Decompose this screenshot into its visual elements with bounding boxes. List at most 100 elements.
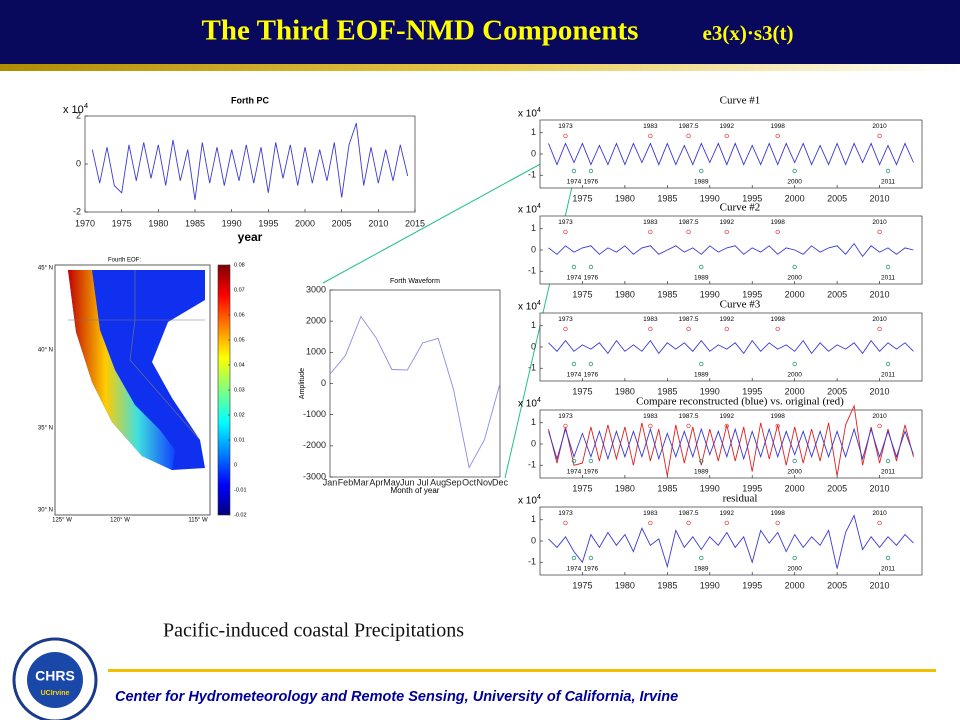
event-label: 1983 [643,123,658,130]
event-marker [648,520,653,526]
event-label: 1987.5 [679,413,699,420]
header-band [0,0,960,66]
event-label: 2000 [787,565,802,572]
colorbar-label: 0.08 [234,262,245,268]
x-tick-label: Jan [323,477,338,487]
x-tick-label: 2010 [368,218,388,228]
y-tick-label: -1000 [303,409,326,419]
axis-multiplier-exp: 4 [537,494,541,501]
y-tick-label: 2000 [306,316,326,326]
x-tick-label: 2000 [785,386,805,396]
event-label: 2011 [881,274,895,281]
axis-multiplier: x 10 [63,104,84,116]
x-tick-label: 2010 [870,483,890,493]
event-marker [775,423,780,429]
x-tick-label: 1975 [572,580,592,590]
event-marker [699,361,704,367]
event-marker [686,133,691,139]
event-label: 1989 [694,371,709,378]
x-axis-label: Month of year [391,486,440,495]
event-label: 1973 [558,510,573,517]
plot-frame [539,506,923,576]
event-marker [775,133,780,139]
colorbar-label: 0 [234,462,237,468]
chart-title: residual [723,493,758,505]
x-tick-label: 2000 [295,218,315,228]
x-tick-label: 1990 [222,218,242,228]
y-tick-label: 1 [531,320,536,330]
event-label: 1989 [694,178,709,185]
y-axis-label: Amplitude [299,368,306,399]
event-marker [792,264,797,270]
footer-text: Center for Hydrometeorology and Remote S… [115,689,678,705]
axis-multiplier: x 10 [518,496,537,507]
x-tick-label: 2005 [827,483,847,493]
x-tick-label: 1995 [742,580,762,590]
event-marker [877,133,882,139]
event-marker [588,555,594,561]
y-tick-label: 0 [321,378,326,388]
axis-multiplier: x 10 [518,109,537,120]
x-tick-label: 2005 [827,580,847,590]
x-tick-label: 1975 [572,193,592,203]
x-tick-label: 2010 [870,289,890,299]
colorbar-label: -0.02 [234,512,247,518]
event-label: 1987.5 [679,219,699,226]
event-label: 2011 [881,565,895,572]
x-tick-label: 2000 [785,483,805,493]
x-tick-label: 1980 [615,483,635,493]
event-marker [877,520,882,526]
lon-label: 115° W [188,518,208,524]
event-label: 1998 [770,316,785,323]
x-tick-label: 1985 [185,218,205,228]
event-marker [563,423,568,429]
event-label: 1974 [567,468,582,475]
axis-multiplier: x 10 [518,205,537,216]
axis-multiplier: x 10 [518,302,537,313]
event-label: 2011 [881,178,895,185]
x-tick-label: 1995 [742,193,762,203]
chart-title: Forth PC [231,95,269,105]
event-marker [563,520,568,526]
event-label: 1976 [584,565,599,572]
event-marker [775,520,780,526]
x-tick-label: 1980 [615,193,635,203]
colorbar-label: -0.01 [234,487,247,493]
chart-title: Compare reconstructed (blue) vs. origina… [636,396,844,408]
event-marker [775,229,780,235]
event-marker [792,555,797,561]
event-label: 1976 [584,178,599,185]
event-marker [724,423,729,429]
colorbar-label: 0.05 [234,337,245,343]
x-tick-label: Mar [353,477,369,487]
event-label: 1974 [567,371,582,378]
lat-label: 40° N [38,348,53,354]
lat-label: 30° N [38,508,53,514]
x-tick-label: 2010 [870,580,890,590]
event-marker [699,168,704,174]
event-label: 1992 [720,219,735,226]
event-label: 2000 [787,178,802,185]
x-tick-label: 2000 [785,580,805,590]
chart-title: Curve #3 [720,299,761,311]
lat-label: 35° N [38,426,53,432]
event-marker [699,458,704,464]
event-label: 2000 [787,274,802,281]
x-tick-label: Jul [417,477,429,487]
axis-multiplier-exp: 4 [537,300,541,307]
y-tick-label: 1000 [306,347,326,357]
logo-disc [27,652,83,708]
connector [322,149,567,284]
event-marker [571,168,577,174]
x-tick-label: 2015 [405,218,425,228]
event-marker [563,133,568,139]
x-tick-label: 1985 [657,386,677,396]
event-marker [563,229,568,235]
event-marker [563,326,568,332]
event-label: 2000 [787,371,802,378]
event-label: 1992 [720,510,735,517]
x-tick-label: 2005 [332,218,352,228]
event-label: 1973 [558,316,573,323]
